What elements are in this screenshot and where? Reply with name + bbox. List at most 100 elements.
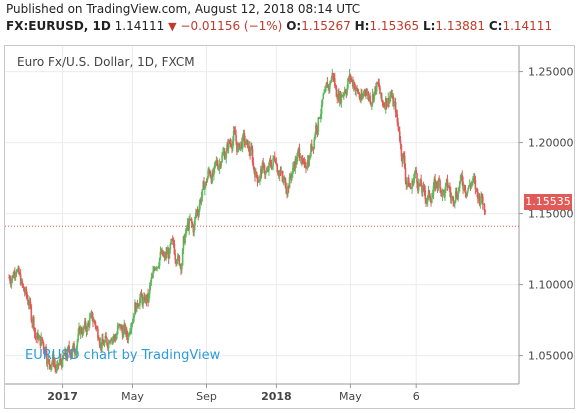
- low-value: 1.13881: [435, 19, 486, 33]
- candle-body: [193, 225, 195, 233]
- candle-body: [30, 305, 33, 321]
- candle-body: [92, 318, 94, 323]
- candle-body: [15, 271, 18, 274]
- candle-body: [281, 171, 283, 177]
- candle-body: [258, 180, 260, 183]
- chart-panel[interactable]: 1.25000 1.20000 1.15000 1.10000 1.05000 2017 M…: [4, 45, 575, 409]
- candle-body: [46, 360, 49, 365]
- candle-body: [178, 255, 181, 266]
- candle-body: [46, 355, 48, 365]
- candle-body: [452, 196, 455, 202]
- candle-body: [477, 196, 480, 200]
- candle-body: [59, 358, 61, 363]
- candle-body: [16, 270, 19, 272]
- candle-body: [226, 144, 228, 151]
- candle-body: [456, 196, 459, 200]
- candle-body: [159, 251, 162, 258]
- candle-body: [114, 337, 117, 341]
- candle-body: [116, 333, 118, 339]
- candle-body: [175, 259, 177, 264]
- candle-body: [192, 225, 195, 233]
- candle-body: [213, 168, 215, 175]
- candle-body: [447, 186, 450, 188]
- candle-body: [190, 218, 192, 220]
- candle-body: [259, 168, 262, 176]
- y-tick-label: 1.20000: [528, 137, 574, 150]
- price-chart[interactable]: 1.25000 1.20000 1.15000 1.10000 1.05000 2017 M…: [5, 46, 574, 408]
- candle-body: [338, 93, 341, 102]
- candle-body: [359, 97, 362, 101]
- candle-body: [232, 140, 234, 149]
- candle-body: [407, 178, 409, 183]
- candle-body: [70, 355, 73, 358]
- candle-body: [387, 98, 390, 107]
- candle-body: [434, 179, 436, 189]
- last-price-marker: 1.15535: [524, 194, 572, 210]
- candle-body: [141, 295, 144, 305]
- candle-body: [469, 184, 472, 187]
- candle-body: [81, 332, 84, 335]
- candle-body: [279, 170, 282, 172]
- candle-body: [233, 130, 236, 132]
- candle-body: [449, 192, 452, 199]
- candle-body: [56, 363, 59, 367]
- candle-body: [194, 217, 196, 226]
- candle-body: [153, 268, 156, 270]
- candle-body: [380, 93, 382, 95]
- candle-body: [110, 339, 112, 341]
- candle-body: [235, 135, 237, 142]
- candle-body: [312, 146, 315, 149]
- candle-body: [11, 275, 14, 280]
- candle-body: [219, 163, 222, 166]
- candle-body: [264, 172, 267, 175]
- candle-body: [115, 338, 117, 341]
- candle-body: [199, 199, 202, 202]
- candle-body: [44, 346, 47, 354]
- candle-body: [357, 88, 359, 93]
- candle-body: [113, 335, 116, 338]
- candle-body: [174, 254, 177, 260]
- candle-body: [244, 141, 246, 145]
- candle-body: [451, 196, 454, 198]
- watermark-link[interactable]: EURUSD chart by TradingView: [25, 348, 221, 363]
- candle-body: [291, 174, 293, 179]
- candle-body: [473, 177, 476, 180]
- candle-body: [431, 195, 434, 199]
- candle-body: [433, 179, 436, 186]
- candle-body: [214, 160, 217, 163]
- candle-body: [398, 126, 400, 132]
- candle-body: [414, 170, 417, 174]
- candle-body: [276, 164, 279, 172]
- candle-body: [107, 344, 109, 349]
- candle-body: [474, 179, 477, 190]
- candle-body: [97, 328, 99, 339]
- candle-body: [376, 82, 379, 84]
- candle-body: [140, 293, 143, 296]
- candle-body: [403, 153, 405, 156]
- candle-body: [343, 90, 346, 95]
- candle-body: [172, 240, 175, 244]
- candle-body: [290, 175, 292, 179]
- x-tick-label: May: [121, 390, 144, 403]
- candle-body: [139, 293, 142, 298]
- candle-body: [381, 100, 384, 103]
- candle-body: [32, 317, 34, 324]
- candle-body: [352, 80, 354, 87]
- candle-body: [27, 299, 29, 305]
- candle-body: [26, 293, 29, 300]
- candle-body: [379, 87, 381, 95]
- open-value: 1.15267: [301, 19, 351, 33]
- candle-body: [167, 250, 170, 259]
- candle-body: [164, 255, 167, 257]
- candle-body: [457, 191, 459, 200]
- candle-body: [368, 96, 371, 99]
- candle-body: [14, 272, 16, 276]
- candle-body: [380, 93, 383, 101]
- candle-body: [170, 239, 172, 245]
- candle-body: [60, 358, 62, 362]
- candle-body: [322, 93, 325, 100]
- candle-body: [165, 252, 167, 257]
- candle-body: [83, 327, 85, 330]
- candle-body: [336, 96, 339, 99]
- candle-body: [112, 335, 115, 340]
